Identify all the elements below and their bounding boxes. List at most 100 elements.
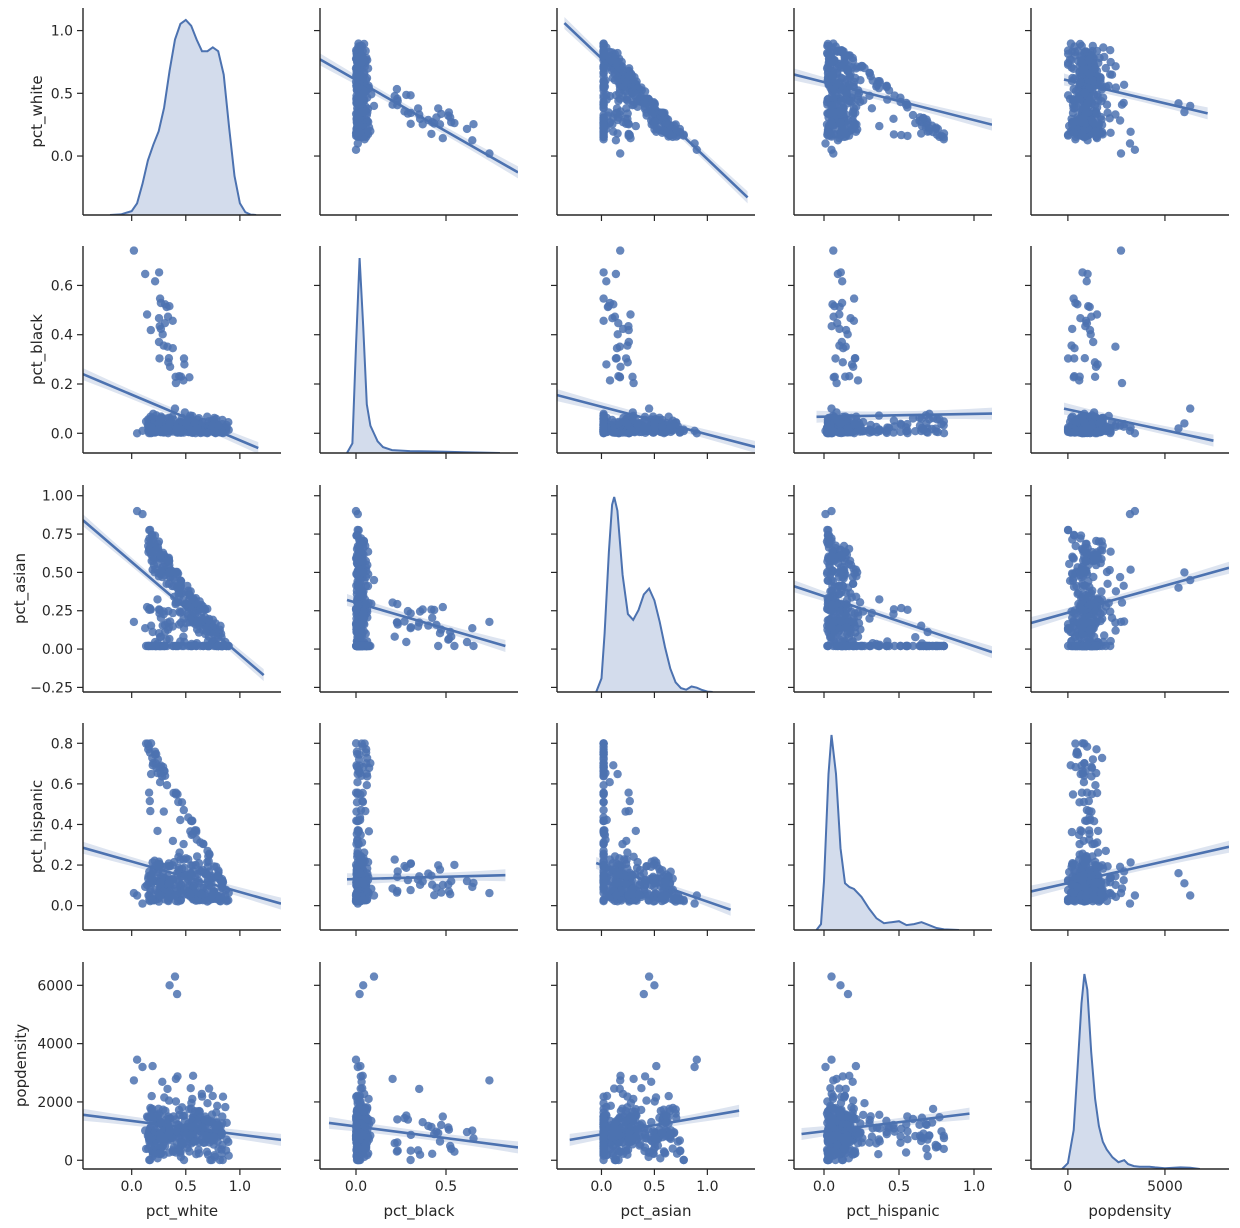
scatter-point — [400, 617, 409, 626]
plot-area — [83, 246, 259, 453]
scatter-point — [352, 531, 361, 540]
scatter-point — [171, 788, 181, 797]
scatter-point — [823, 531, 833, 540]
plot-area — [346, 257, 501, 453]
scatter-point — [438, 602, 447, 612]
scatter-point — [919, 425, 928, 434]
y-tick-label: −0.25 — [30, 680, 73, 696]
plot-area — [83, 739, 281, 910]
scatter-point — [599, 426, 608, 435]
scatter-point — [141, 417, 151, 426]
scatter-point — [406, 623, 416, 632]
regression-line — [563, 22, 749, 199]
scatter-point — [203, 641, 212, 651]
scatter-point — [1075, 372, 1084, 381]
scatter-point — [1082, 641, 1092, 651]
scatter-point — [1096, 609, 1105, 618]
scatter-point — [1093, 551, 1102, 560]
scatter-point — [639, 424, 648, 433]
scatter-point — [865, 428, 874, 437]
panel-pct_hispanic-vs-pct_black — [314, 723, 518, 936]
kde-line — [595, 496, 713, 692]
scatter-point — [621, 418, 630, 427]
scatter-point — [613, 769, 622, 779]
scatter-point — [468, 624, 477, 633]
scatter-point — [890, 641, 899, 651]
scatter-point — [1069, 582, 1079, 591]
scatter-point — [928, 127, 938, 137]
scatter-point — [609, 761, 618, 770]
scatter-point — [656, 867, 665, 877]
scatter-point — [623, 848, 632, 857]
scatter-point — [852, 592, 861, 601]
regression-line — [346, 873, 506, 881]
scatter-point — [193, 896, 202, 905]
plot-area — [320, 39, 518, 179]
y-tick-label: 0.2 — [51, 858, 73, 874]
scatter-point — [836, 107, 845, 117]
scatter-point — [919, 641, 928, 651]
scatter-point — [214, 871, 223, 880]
scatter-point — [186, 889, 195, 899]
scatter-point — [198, 625, 207, 635]
scatter-point — [165, 879, 174, 888]
scatter-point — [832, 378, 841, 388]
scatter-point — [830, 634, 839, 644]
scatter-point — [612, 354, 621, 363]
scatter-point — [843, 583, 853, 592]
scatter-point — [406, 885, 415, 895]
panel-pct_black-vs-pct_white: 0.00.20.40.6 — [51, 246, 281, 459]
plot-area — [346, 506, 506, 652]
scatter-point — [356, 576, 365, 585]
scatter-point — [1186, 404, 1195, 413]
scatter-point — [624, 131, 633, 141]
scatter-point — [353, 899, 362, 908]
scatter-point — [623, 341, 632, 350]
scatter-point — [352, 839, 361, 849]
scatter-point — [205, 850, 214, 859]
panel-pct_black-vs-pct_hispanic — [788, 246, 992, 459]
scatter-point — [842, 641, 851, 651]
scatter-point — [827, 322, 836, 331]
scatter-point — [1092, 109, 1102, 119]
scatter-point — [359, 879, 368, 888]
scatter-point — [363, 641, 373, 651]
scatter-point — [1070, 354, 1079, 363]
scatter-point — [187, 641, 197, 651]
scatter-point — [159, 641, 169, 651]
scatter-point — [1063, 525, 1073, 535]
scatter-point — [843, 424, 853, 433]
scatter-point — [649, 120, 658, 130]
scatter-point — [827, 58, 836, 67]
scatter-point — [197, 890, 206, 899]
scatter-point — [392, 84, 402, 94]
scatter-point — [622, 104, 631, 113]
scatter-point — [1111, 83, 1121, 92]
plot-area — [816, 246, 992, 438]
scatter-point — [168, 836, 178, 846]
scatter-point — [1174, 424, 1183, 433]
scatter-point — [165, 302, 174, 311]
scatter-point — [154, 860, 163, 869]
scatter-point — [827, 101, 836, 111]
scatter-point — [352, 625, 361, 635]
panel-pct_white-vs-pct_black — [314, 8, 518, 221]
scatter-point — [846, 625, 855, 635]
scatter-point — [644, 101, 654, 111]
scatter-point — [1073, 46, 1083, 56]
scatter-point — [359, 609, 368, 618]
y-tick-label: 0.50 — [42, 565, 73, 581]
regression-line — [346, 598, 506, 648]
scatter-point — [146, 325, 155, 335]
scatter-point — [1071, 298, 1080, 308]
scatter-point — [836, 551, 845, 560]
scatter-point — [180, 408, 190, 417]
scatter-point — [355, 869, 364, 878]
scatter-point — [1084, 634, 1093, 644]
y-tick-label: 0.00 — [42, 642, 73, 658]
scatter-point — [1090, 372, 1100, 381]
scatter-point — [1069, 84, 1078, 94]
scatter-point — [1086, 330, 1095, 339]
scatter-point — [852, 64, 861, 73]
scatter-point — [353, 509, 362, 519]
